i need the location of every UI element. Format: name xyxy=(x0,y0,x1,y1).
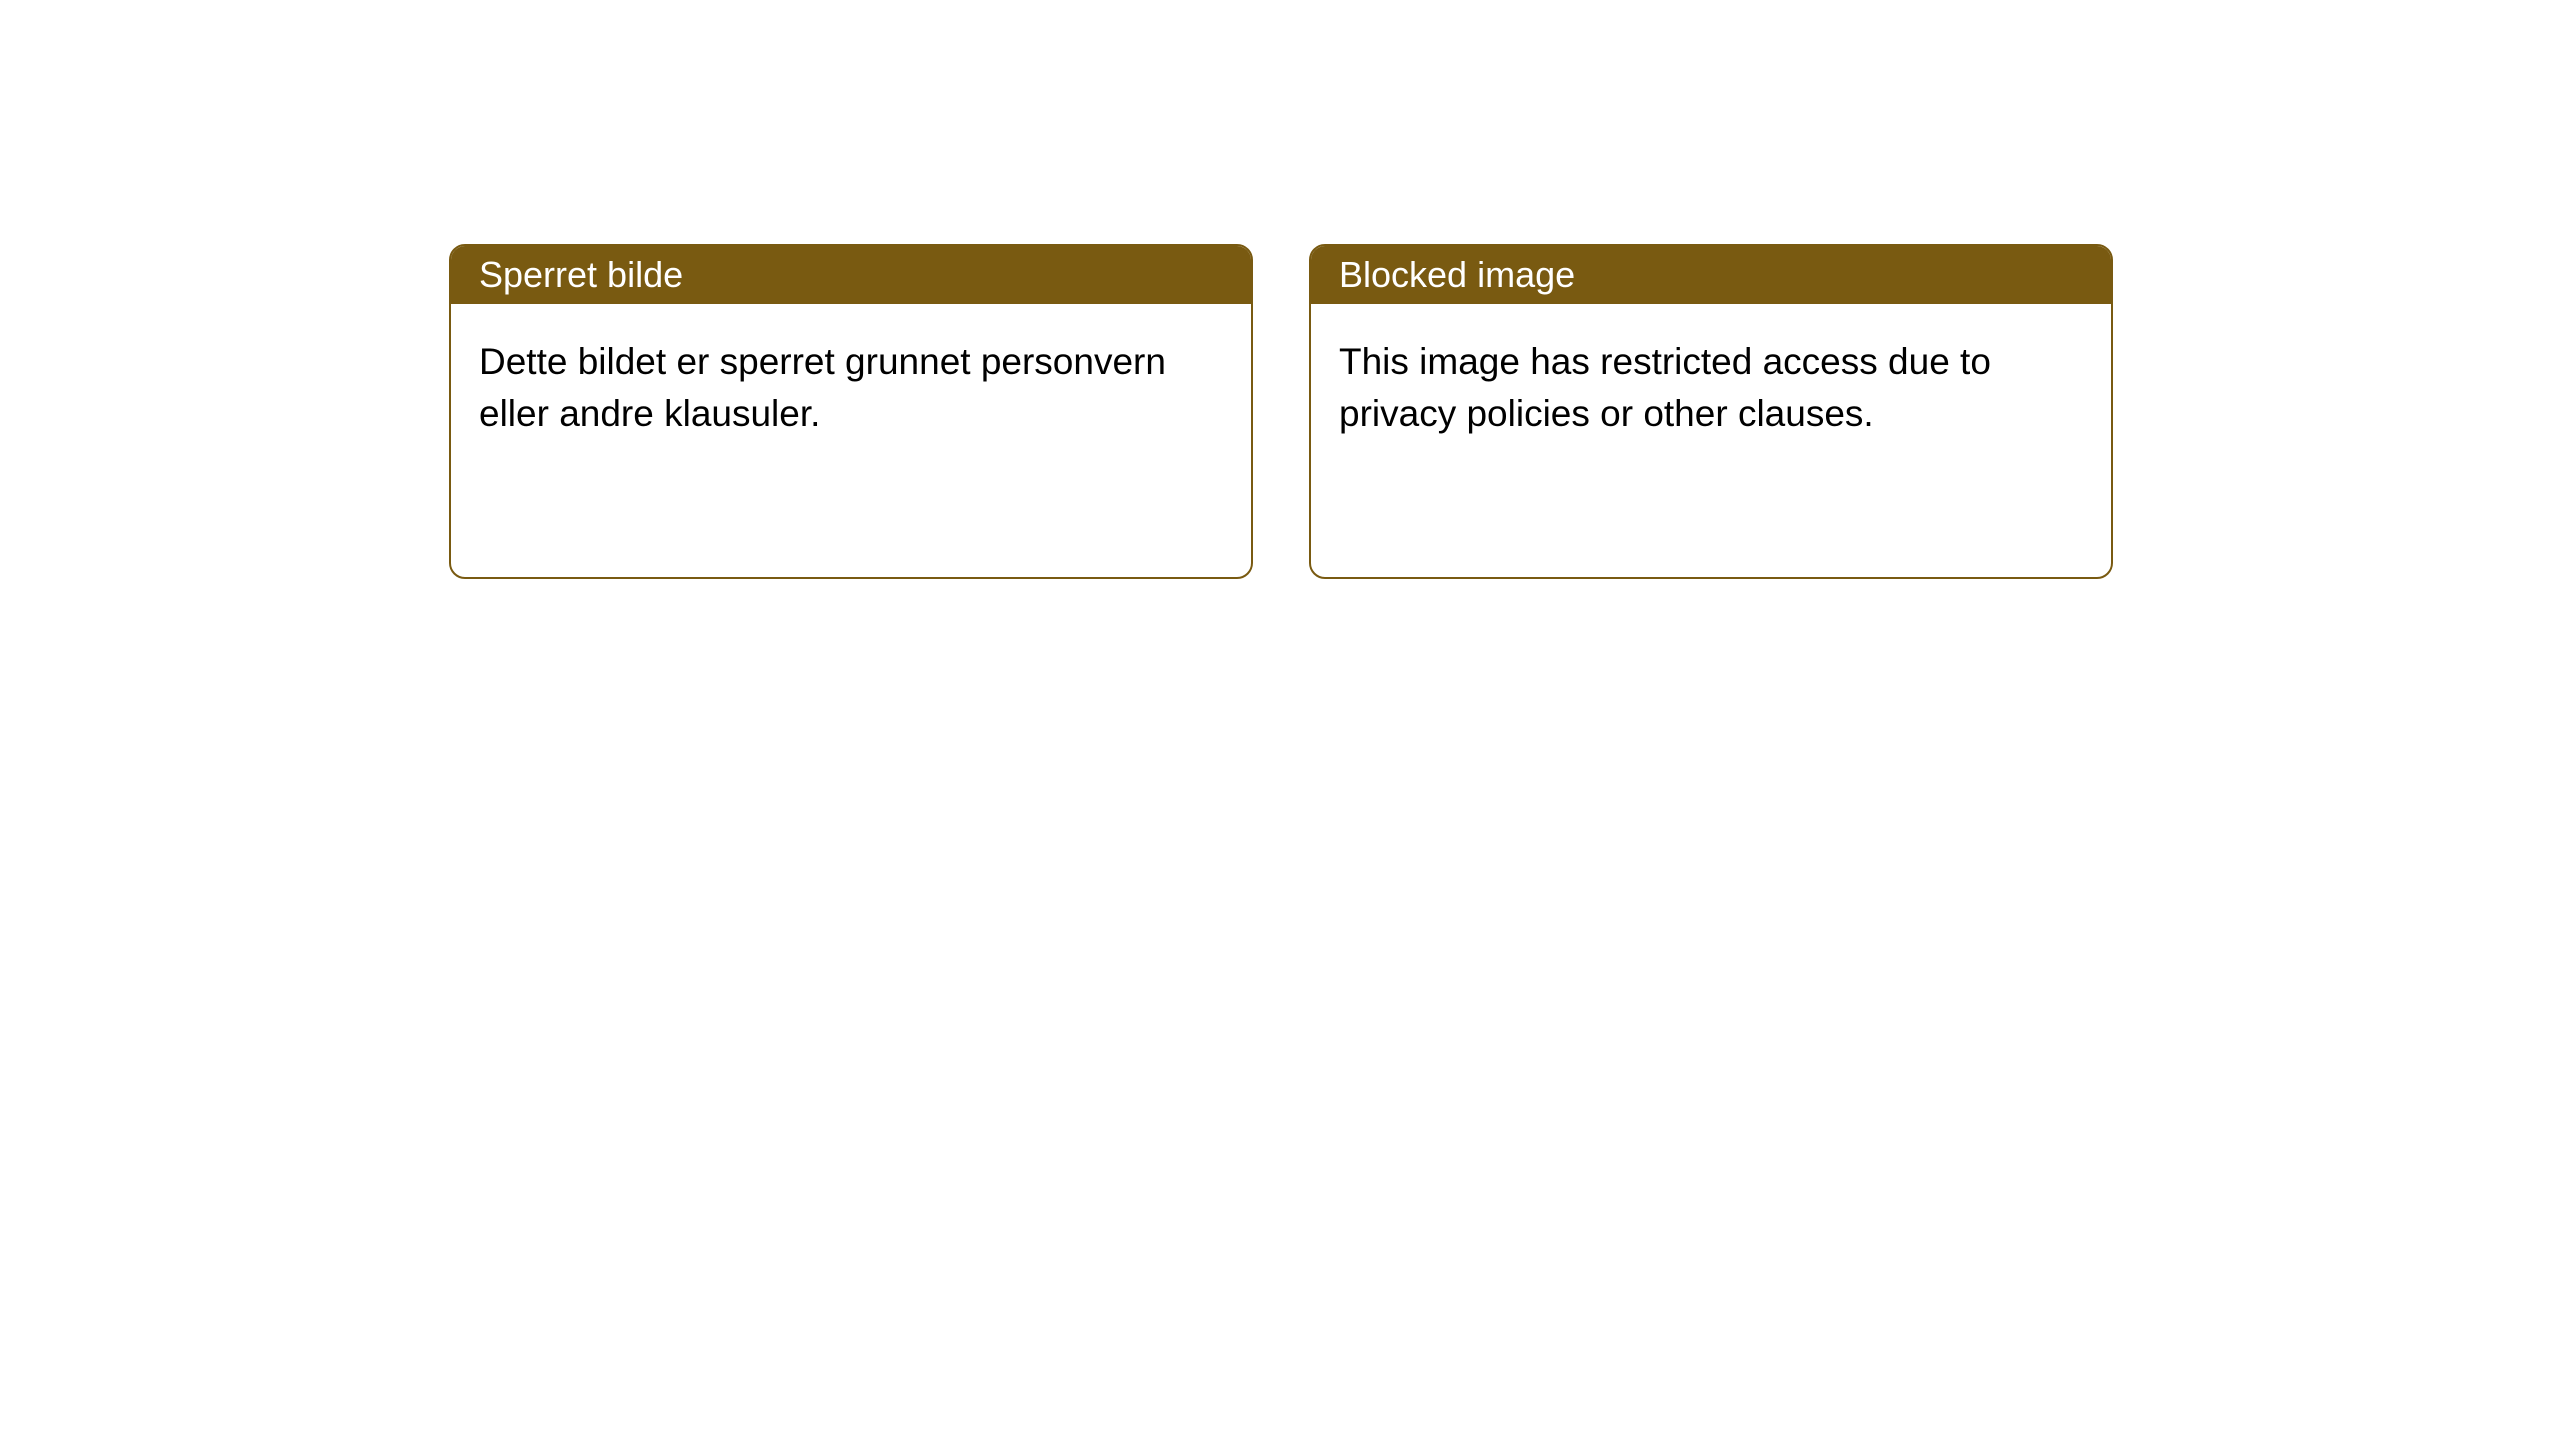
card-title: Blocked image xyxy=(1339,254,1575,296)
card-body-text: This image has restricted access due to … xyxy=(1339,341,1991,434)
card-title: Sperret bilde xyxy=(479,254,683,296)
notice-card-english: Blocked image This image has restricted … xyxy=(1309,244,2113,579)
card-header: Sperret bilde xyxy=(451,246,1251,304)
card-body: Dette bildet er sperret grunnet personve… xyxy=(451,304,1251,472)
notice-card-norwegian: Sperret bilde Dette bildet er sperret gr… xyxy=(449,244,1253,579)
card-header: Blocked image xyxy=(1311,246,2111,304)
card-body-text: Dette bildet er sperret grunnet personve… xyxy=(479,341,1166,434)
card-body: This image has restricted access due to … xyxy=(1311,304,2111,472)
notice-cards-container: Sperret bilde Dette bildet er sperret gr… xyxy=(0,0,2560,579)
